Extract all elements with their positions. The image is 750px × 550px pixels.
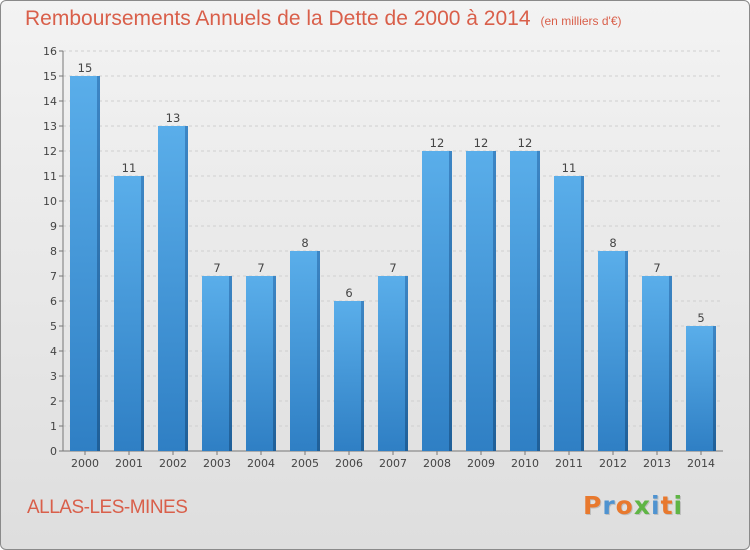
commune-name: ALLAS-LES-MINES (27, 497, 188, 518)
y-tick-label: 6 (50, 295, 57, 308)
y-tick-label: 2 (50, 395, 57, 408)
bar (598, 251, 628, 451)
bar-value-label: 8 (609, 236, 616, 250)
chart-unit: (en milliers d'€) (540, 14, 622, 28)
bar-value-label: 7 (213, 261, 220, 275)
bar-shade (581, 176, 584, 451)
bar (246, 276, 276, 451)
bar (510, 151, 540, 451)
bar-value-label: 7 (257, 261, 264, 275)
y-tick-label: 0 (50, 445, 57, 458)
x-tick-label: 2008 (423, 457, 451, 470)
bars (70, 76, 716, 451)
bar-value-label: 15 (78, 61, 93, 75)
bar-value-label: 6 (345, 286, 352, 300)
y-tick-label: 10 (43, 195, 57, 208)
y-tick-label: 7 (50, 270, 57, 283)
bar-value-label: 12 (474, 136, 489, 150)
y-tick-label: 9 (50, 220, 57, 233)
bar-shade (273, 276, 276, 451)
bar (422, 151, 452, 451)
bar (686, 326, 716, 451)
bar-value-label: 12 (430, 136, 445, 150)
x-tick-label: 2010 (511, 457, 539, 470)
x-tick-label: 2011 (555, 457, 583, 470)
x-tick-label: 2014 (687, 457, 715, 470)
chart-title-text: Remboursements Annuels de la Dette de 20… (25, 7, 531, 30)
bar-value-label: 7 (653, 261, 660, 275)
bar (378, 276, 408, 451)
y-tick-label: 4 (50, 345, 57, 358)
x-tick-label: 2000 (71, 457, 99, 470)
x-tick-label: 2009 (467, 457, 495, 470)
bar (334, 301, 364, 451)
y-tick-label: 12 (43, 145, 57, 158)
bar (290, 251, 320, 451)
x-tick-label: 2007 (379, 457, 407, 470)
y-tick-label: 14 (43, 95, 57, 108)
bar-value-label: 13 (166, 111, 181, 125)
x-tick-label: 2004 (247, 457, 275, 470)
bar-shade (625, 251, 628, 451)
logo-letter: i (651, 491, 661, 520)
y-tick-label: 1 (50, 420, 57, 433)
x-tick-label: 2003 (203, 457, 231, 470)
y-tick-label: 3 (50, 370, 57, 383)
bar-shade (405, 276, 408, 451)
bar-value-label: 5 (697, 311, 704, 325)
bar (158, 126, 188, 451)
y-tick-label: 8 (50, 245, 57, 258)
bar-value-label: 11 (562, 161, 577, 175)
bar-value-label: 11 (122, 161, 137, 175)
bar-shade (537, 151, 540, 451)
x-tick-label: 2013 (643, 457, 671, 470)
bar (554, 176, 584, 451)
x-tick-label: 2002 (159, 457, 187, 470)
bar (114, 176, 144, 451)
bar-value-label: 7 (389, 261, 396, 275)
bar-shade (493, 151, 496, 451)
bar (642, 276, 672, 451)
x-tick-label: 2012 (599, 457, 627, 470)
bar-shade (669, 276, 672, 451)
y-tick-label: 11 (43, 170, 57, 183)
logo-letter: t (660, 491, 674, 520)
logo-letter: x (633, 491, 651, 520)
logo-letter: r (602, 491, 616, 520)
proxiti-logo: Proxiti (583, 491, 683, 520)
bar-shade (317, 251, 320, 451)
bar (202, 276, 232, 451)
bar (70, 76, 100, 451)
y-tick-label: 13 (43, 120, 57, 133)
bar (466, 151, 496, 451)
logo-letter: o (615, 491, 634, 520)
chart-title: Remboursements Annuels de la Dette de 20… (25, 7, 622, 31)
x-tick-label: 2006 (335, 457, 363, 470)
x-tick-label: 2001 (115, 457, 143, 470)
y-tick-label: 16 (43, 45, 57, 58)
logo-letter: P (583, 491, 603, 520)
y-tick-label: 5 (50, 320, 57, 333)
bar-shade (361, 301, 364, 451)
bar-value-label: 8 (301, 236, 308, 250)
bar-shade (449, 151, 452, 451)
x-tick-label: 2005 (291, 457, 319, 470)
bar-shade (141, 176, 144, 451)
bar-shade (97, 76, 100, 451)
y-tick-label: 15 (43, 70, 57, 83)
logo-letter: i (673, 491, 684, 520)
bar-labels: 15 11 13 7 7 8 6 7 12 12 12 11 8 7 5 (78, 61, 705, 325)
bar-shade (185, 126, 188, 451)
bar-value-label: 12 (518, 136, 533, 150)
bar-shade (229, 276, 232, 451)
bar-shade (713, 326, 716, 451)
